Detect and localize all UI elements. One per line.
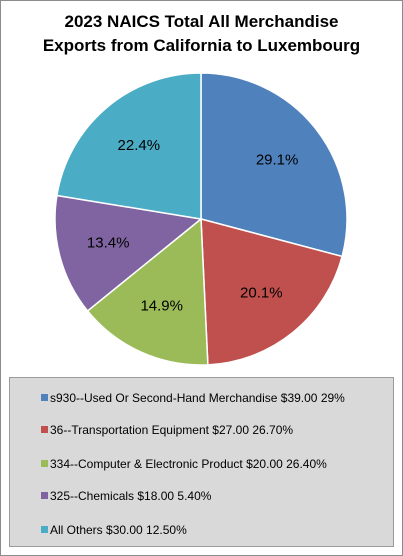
legend-swatch-36 (41, 426, 48, 433)
legend-swatch-334 (41, 460, 48, 467)
chart-legend: s930--Used Or Second-Hand Merchandise $3… (9, 377, 394, 547)
pie-slice-325 (54, 194, 203, 312)
pie-slice-36 (200, 218, 344, 366)
chart-title: 2023 NAICS Total All Merchandise Exports… (0, 10, 403, 58)
legend-item-334: 334--Computer & Electronic Product $20.0… (41, 456, 327, 472)
legend-item-all-others: All Others $30.00 12.50% (41, 522, 187, 538)
pie-slice-334 (86, 217, 209, 366)
pie-label-334: 14.9% (140, 298, 183, 315)
chart-title-line-1: 2023 NAICS Total All Merchandise (64, 12, 339, 31)
legend-item-325: 325--Chemicals $18.00 5.40% (41, 488, 212, 504)
legend-swatch-all-others (41, 526, 48, 533)
legend-item-36: 36--Transportation Equipment $27.00 26.7… (41, 422, 294, 438)
pie-label-s930: 29.1% (256, 151, 299, 168)
legend-label-36: 36--Transportation Equipment $27.00 26.7… (50, 423, 294, 437)
legend-label-all-others: All Others $30.00 12.50% (50, 523, 187, 537)
legend-item-s930: s930--Used Or Second-Hand Merchandise $3… (41, 390, 345, 406)
pie-slice-s930 (200, 72, 348, 258)
pie-label-325: 13.4% (87, 235, 130, 252)
legend-swatch-325 (41, 492, 48, 499)
pie-label-36: 20.1% (240, 285, 283, 302)
legend-label-334: 334--Computer & Electronic Product $20.0… (50, 457, 327, 471)
legend-swatch-s930 (41, 394, 48, 401)
legend-label-325: 325--Chemicals $18.00 5.40% (50, 489, 212, 503)
pie-label-all-others: 22.4% (118, 137, 161, 154)
pie-slice-all-others (56, 72, 202, 220)
chart-title-line-2: Exports from California to Luxembourg (42, 36, 361, 55)
legend-label-s930: s930--Used Or Second-Hand Merchandise $3… (50, 391, 345, 405)
